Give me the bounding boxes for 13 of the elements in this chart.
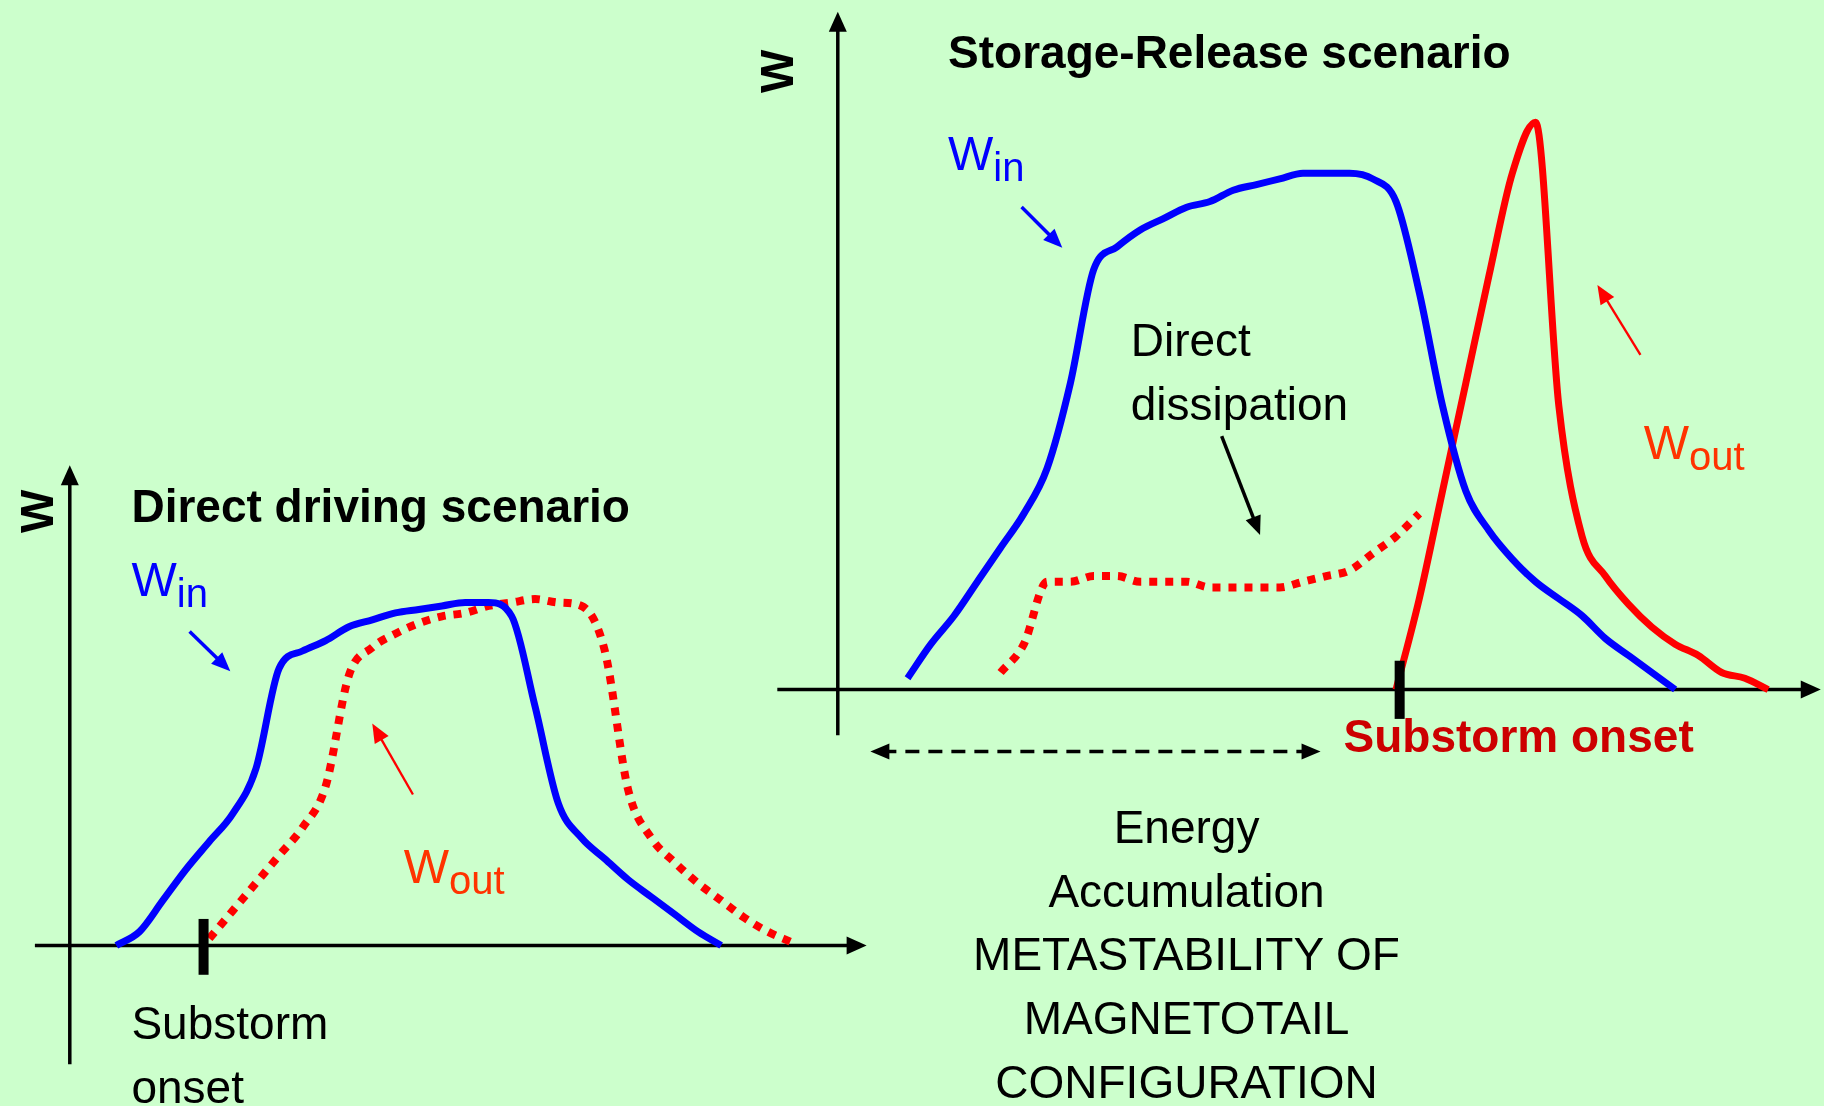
text: Substorm onset [1343,710,1695,763]
chart-title: Storage-Release scenario [948,26,1511,79]
text: METASTABILITY OF MAGNETOTAIL CONFIGURATION [972,927,1401,1106]
y-axis-title: W [10,489,63,533]
text: Energy Accumulation [1047,799,1326,919]
y-axis-title: W [750,49,803,94]
legend-label: W$_{out}$ [403,840,505,902]
text: W$_{in}$ [948,127,1025,189]
series-label: W$_{out}$ [1643,415,1745,478]
chart-title: Direct driving scenario [131,479,630,532]
text: Substorm onset [131,996,330,1106]
series-label: W$_{in}$ [131,553,208,615]
annotation: Direct dissipation [1130,313,1350,433]
